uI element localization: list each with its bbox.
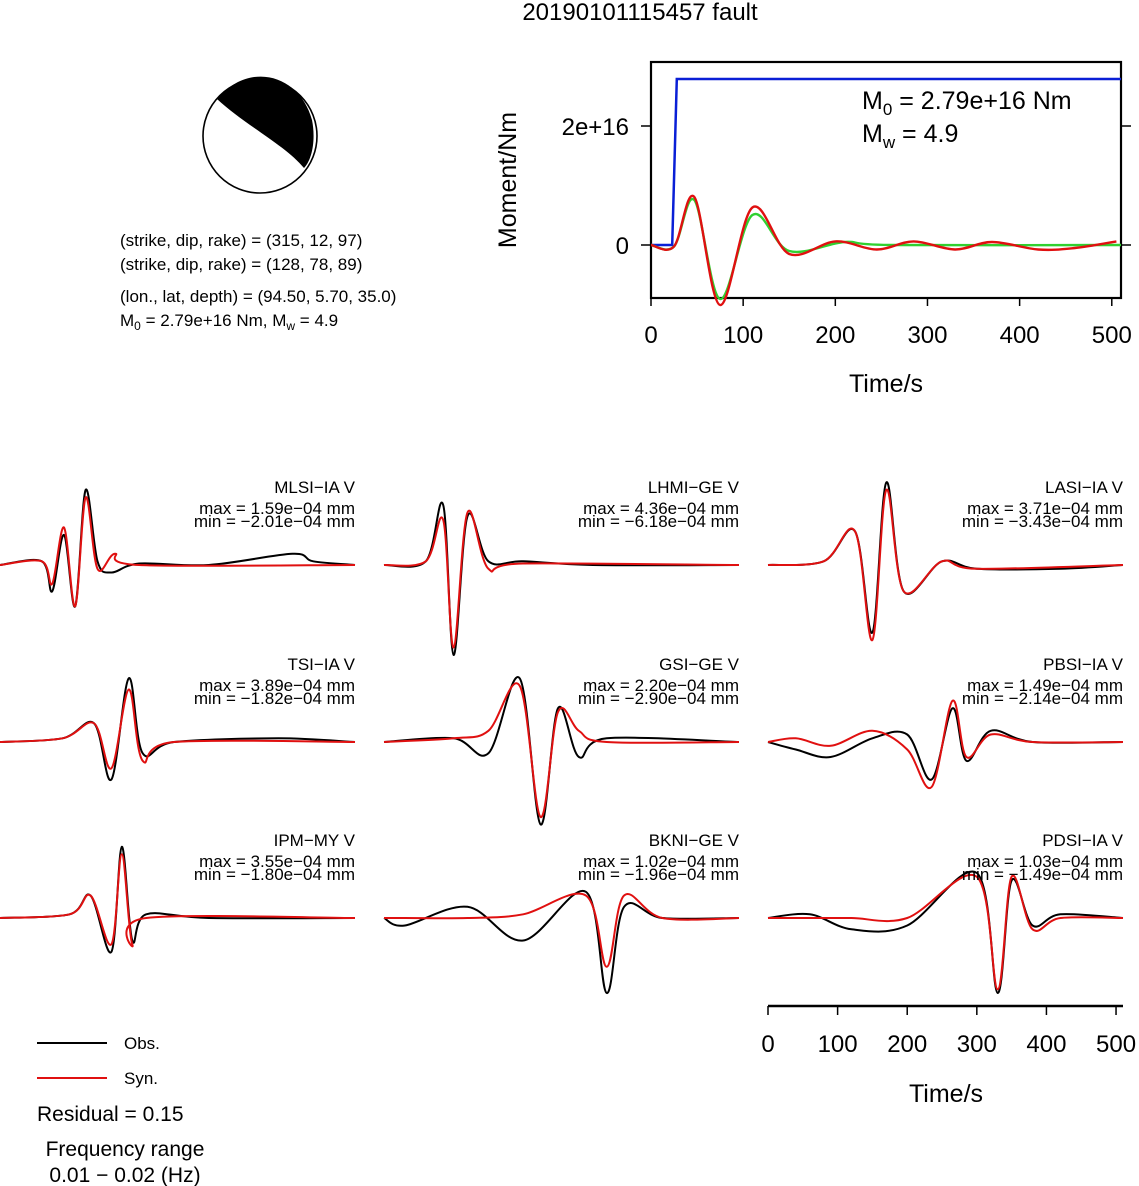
station-max: max = 3.71e−04 mm	[967, 499, 1123, 518]
station-name: MLSI−IA V	[274, 478, 355, 497]
figure-title: 20190101115457 fault	[522, 0, 758, 26]
station-name: GSI−GE V	[659, 655, 739, 674]
moment-y-tick-label: 0	[616, 233, 629, 260]
moment-series-blue	[651, 77, 1121, 247]
waveform-x-tick-label: 0	[761, 1031, 774, 1058]
station-min: min = −3.43e−04 mm	[962, 512, 1123, 531]
synthetic-waveform	[0, 853, 356, 948]
moment-series-red	[650, 194, 1117, 307]
moment-x-label: Time/s	[849, 370, 923, 398]
observed-waveform	[0, 488, 356, 608]
moment-annotation-mw: Mw = 4.9	[862, 120, 958, 152]
observed-waveform	[767, 707, 1124, 781]
station-min: min = −2.90e−04 mm	[578, 689, 739, 708]
station-name: BKNI−GE V	[649, 831, 740, 850]
station-max: max = 1.03e−04 mm	[967, 852, 1123, 871]
moment-plot-frame	[649, 60, 1123, 300]
station-min: min = −2.14e−04 mm	[962, 689, 1123, 708]
moment-x-tick-label: 400	[1000, 322, 1040, 349]
mechanism-line-1: (strike, dip, rake) = (315, 12, 97)	[120, 231, 362, 250]
focal-mechanism-beachball	[202, 76, 318, 194]
waveform-x-tick-label: 100	[818, 1031, 858, 1058]
station-name: PDSI−IA V	[1042, 831, 1123, 850]
station-max: max = 2.20e−04 mm	[583, 676, 739, 695]
legend-residual: Residual = 0.15	[37, 1103, 184, 1126]
station-max: max = 1.02e−04 mm	[583, 852, 739, 871]
station-name: PBSI−IA V	[1043, 655, 1124, 674]
synthetic-waveform	[768, 873, 1124, 991]
station-max: max = 4.36e−04 mm	[583, 499, 739, 518]
station-min: min = −6.18e−04 mm	[578, 512, 739, 531]
moment-y-label: Moment/Nm	[494, 112, 522, 248]
waveform-x-tick-label: 200	[887, 1031, 927, 1058]
mechanism-line-3: (lon., lat, depth) = (94.50, 5.70, 35.0)	[120, 287, 396, 306]
moment-y-tick-label: 2e+16	[562, 114, 629, 141]
synthetic-waveform	[384, 892, 740, 968]
moment-x-tick-label: 0	[644, 322, 657, 349]
station-min: min = −2.01e−04 mm	[194, 512, 355, 531]
mechanism-line-4: M0 = 2.79e+16 Nm, Mw = 4.9	[120, 311, 338, 333]
moment-rate-plot: 0 100 200 300 400 500 0 2e+16 Time/s Moment/Nm…	[494, 60, 1132, 398]
station-name: LHMI−GE V	[648, 478, 740, 497]
station-name: IPM−MY V	[274, 831, 356, 850]
moment-x-tick-label: 300	[907, 322, 947, 349]
station-min: min = −1.80e−04 mm	[194, 865, 355, 884]
moment-x-tick-label: 100	[723, 322, 763, 349]
station-max: max = 3.55e−04 mm	[199, 852, 355, 871]
waveform-x-tick-label: 400	[1026, 1031, 1066, 1058]
synthetic-waveform	[383, 509, 740, 649]
waveform-x-label: Time/s	[909, 1080, 983, 1108]
legend-frequency-range: 0.01 − 0.02 (Hz)	[49, 1164, 200, 1186]
synthetic-waveform	[767, 488, 1124, 642]
waveform-x-tick-label: 500	[1096, 1031, 1136, 1058]
station-max: max = 1.49e−04 mm	[967, 676, 1123, 695]
station-min: min = −1.82e−04 mm	[194, 689, 355, 708]
waveform-time-axis: 0 100 200 300 400 500	[761, 1004, 1136, 1058]
mechanism-line-2: (strike, dip, rake) = (128, 78, 89)	[120, 255, 362, 274]
station-min: min = −1.49e−04 mm	[962, 865, 1123, 884]
synthetic-waveform	[383, 682, 740, 819]
moment-x-tick-label: 500	[1092, 322, 1132, 349]
station-max: max = 1.59e−04 mm	[199, 499, 355, 518]
legend-frequency-title: Frequency range	[46, 1138, 205, 1161]
synthetic-waveform	[0, 496, 356, 608]
waveform-x-tick-label: 300	[957, 1031, 997, 1058]
station-min: min = −1.96e−04 mm	[578, 865, 739, 884]
station-name: LASI−IA V	[1045, 478, 1124, 497]
legend-syn-label: Syn.	[124, 1069, 158, 1088]
station-max: max = 3.89e−04 mm	[199, 676, 355, 695]
moment-x-tick-label: 200	[815, 322, 855, 349]
observed-waveform	[383, 889, 740, 995]
moment-annotation-m0: M0 = 2.79e+16 Nm	[862, 87, 1072, 119]
compressional-quadrant	[217, 76, 314, 168]
legend: Obs. Syn. Residual = 0.15 Frequency rang…	[37, 1034, 204, 1186]
station-name: TSI−IA V	[287, 655, 355, 674]
legend-obs-label: Obs.	[124, 1034, 160, 1053]
synthetic-waveform	[0, 688, 356, 770]
synthetic-waveform	[767, 699, 1124, 790]
